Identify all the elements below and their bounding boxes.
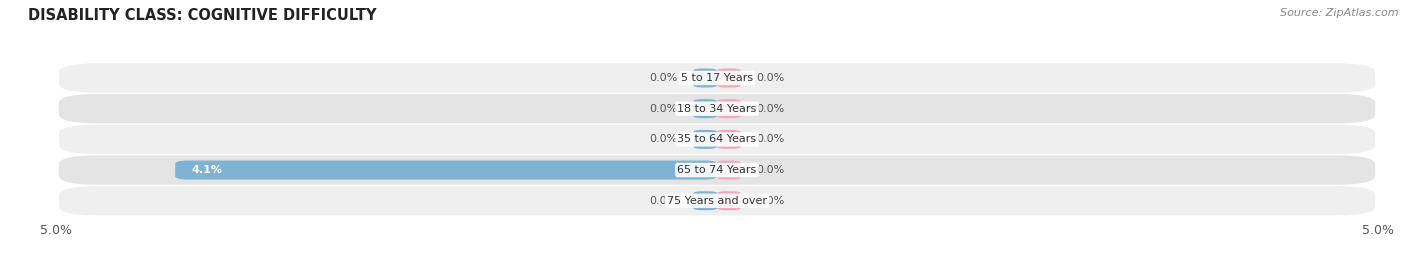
FancyBboxPatch shape — [693, 99, 717, 118]
FancyBboxPatch shape — [717, 130, 741, 149]
Text: 0.0%: 0.0% — [756, 134, 785, 144]
Text: 0.0%: 0.0% — [650, 73, 678, 83]
Text: DISABILITY CLASS: COGNITIVE DIFFICULTY: DISABILITY CLASS: COGNITIVE DIFFICULTY — [28, 8, 377, 23]
FancyBboxPatch shape — [59, 125, 1375, 154]
FancyBboxPatch shape — [693, 130, 717, 149]
Text: 4.1%: 4.1% — [191, 165, 222, 175]
Text: 0.0%: 0.0% — [650, 196, 678, 206]
Text: 65 to 74 Years: 65 to 74 Years — [678, 165, 756, 175]
Text: 0.0%: 0.0% — [756, 104, 785, 114]
Text: 0.0%: 0.0% — [650, 104, 678, 114]
FancyBboxPatch shape — [693, 191, 717, 210]
Text: Source: ZipAtlas.com: Source: ZipAtlas.com — [1281, 8, 1399, 18]
FancyBboxPatch shape — [176, 161, 717, 180]
FancyBboxPatch shape — [717, 68, 741, 87]
Text: 35 to 64 Years: 35 to 64 Years — [678, 134, 756, 144]
FancyBboxPatch shape — [717, 191, 741, 210]
Text: 75 Years and over: 75 Years and over — [666, 196, 768, 206]
FancyBboxPatch shape — [717, 161, 741, 180]
Text: 0.0%: 0.0% — [756, 73, 785, 83]
Text: 18 to 34 Years: 18 to 34 Years — [678, 104, 756, 114]
FancyBboxPatch shape — [59, 94, 1375, 123]
Text: 0.0%: 0.0% — [756, 196, 785, 206]
FancyBboxPatch shape — [693, 68, 717, 87]
FancyBboxPatch shape — [59, 186, 1375, 215]
Text: 5 to 17 Years: 5 to 17 Years — [681, 73, 754, 83]
Text: 0.0%: 0.0% — [756, 165, 785, 175]
Text: 0.0%: 0.0% — [650, 134, 678, 144]
FancyBboxPatch shape — [59, 155, 1375, 185]
FancyBboxPatch shape — [717, 99, 741, 118]
FancyBboxPatch shape — [59, 63, 1375, 93]
